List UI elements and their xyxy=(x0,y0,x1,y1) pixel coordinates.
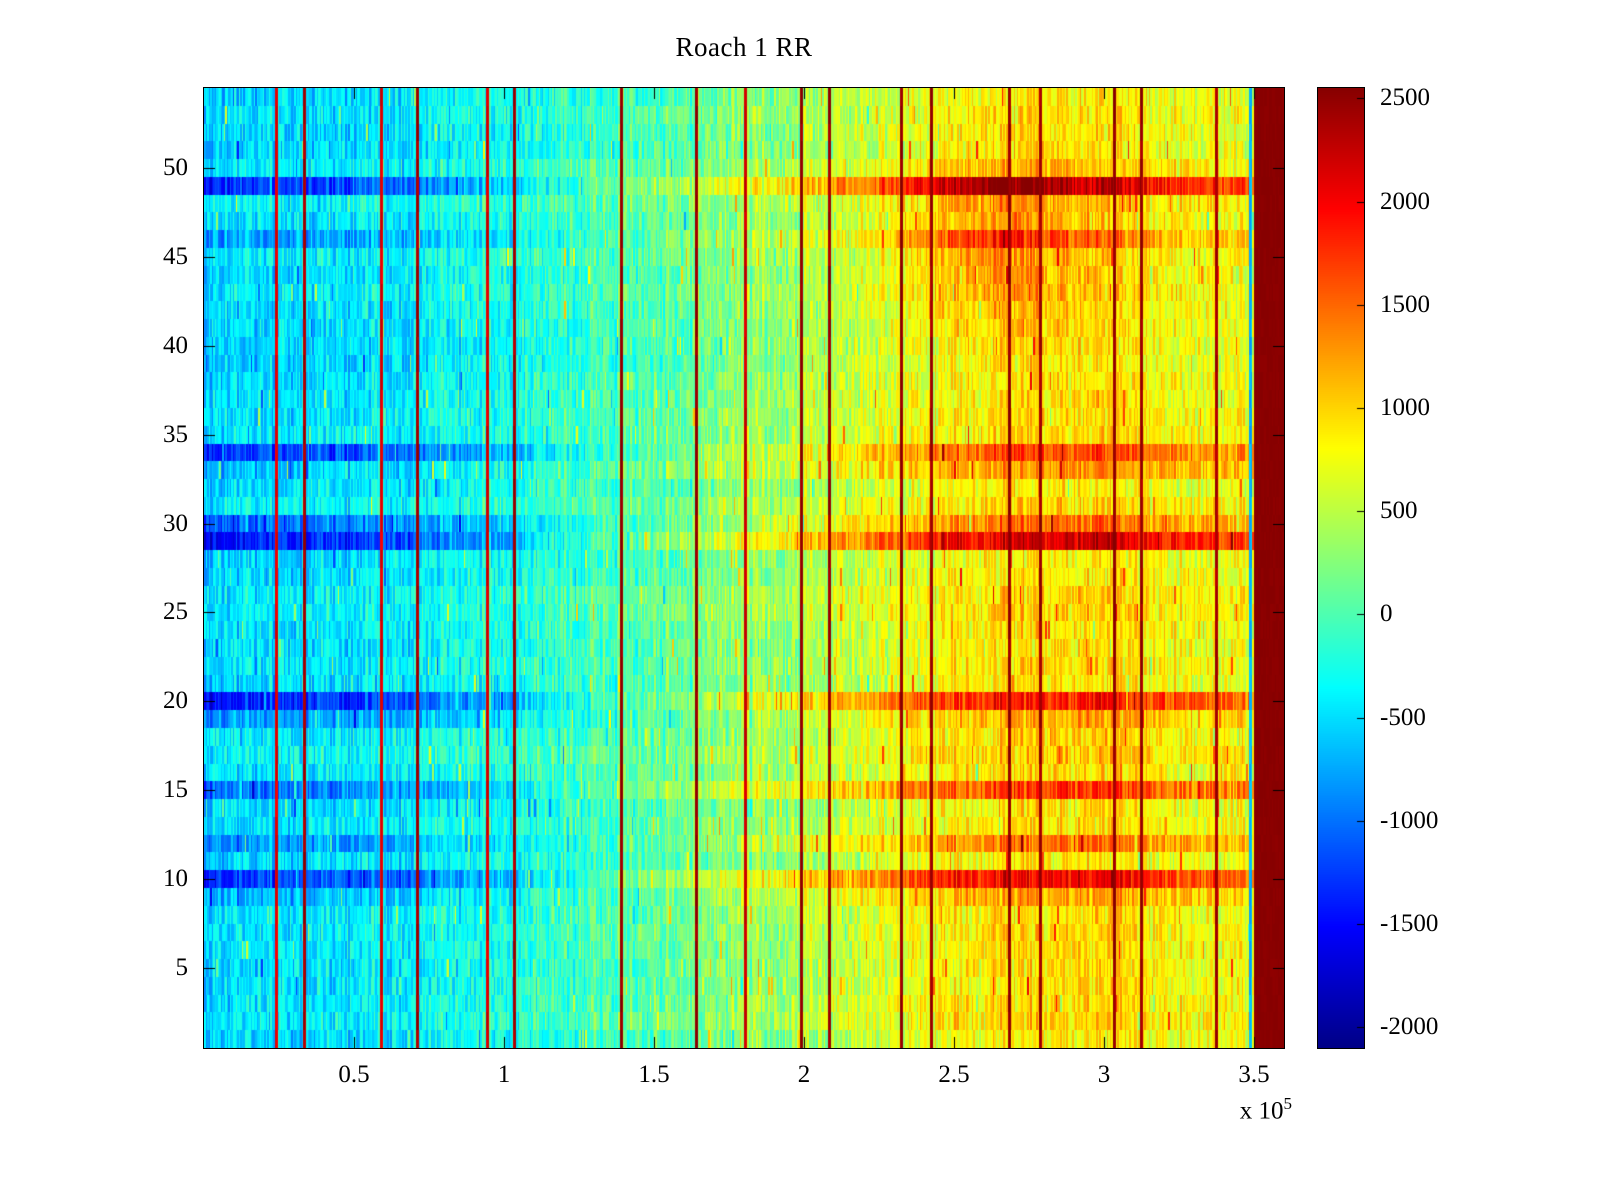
x-axis-tick-label: 2 xyxy=(797,1061,811,1088)
colorbar-tick-label: 500 xyxy=(1380,497,1418,525)
x-axis-tick-label: 3 xyxy=(1097,1061,1111,1088)
colorbar-tick-label: 2500 xyxy=(1380,84,1430,112)
colorbar-tick-label: -500 xyxy=(1380,703,1426,731)
x-axis-exponent-value: 5 xyxy=(1283,1094,1293,1113)
y-axis-tick-label: 10 xyxy=(163,865,188,893)
x-axis-tick-label: 0.5 xyxy=(338,1061,370,1088)
colorbar-tick-label: 0 xyxy=(1380,600,1393,628)
y-axis-tick-label: 20 xyxy=(163,687,188,715)
y-axis-tick-label: 30 xyxy=(163,509,188,537)
plot-title: Roach 1 RR xyxy=(675,32,813,62)
y-axis-tick-label: 15 xyxy=(163,776,188,804)
colorbar-tick-label: -2000 xyxy=(1380,1013,1439,1041)
colorbar-canvas xyxy=(1317,87,1365,1049)
colorbar-tick-label: 2000 xyxy=(1380,187,1430,215)
colorbar-tick-label: -1500 xyxy=(1380,910,1439,938)
y-axis-tick-label: 25 xyxy=(163,598,188,626)
x-axis-tick-label: 1 xyxy=(497,1061,511,1088)
y-axis-tick-label: 50 xyxy=(163,154,188,181)
y-axis-tick-label: 5 xyxy=(175,954,189,981)
y-axis-tick-label: 40 xyxy=(163,331,188,359)
y-axis-tick-label: 35 xyxy=(163,420,188,448)
colorbar-tick-label: 1000 xyxy=(1380,394,1430,421)
x-axis-exponent-label: x 105 xyxy=(1052,1094,1292,1125)
x-axis-exponent-prefix: x 10 xyxy=(1239,1097,1284,1125)
heatmap-canvas xyxy=(203,87,1285,1049)
colorbar-tick-label: 1500 xyxy=(1380,290,1430,318)
colorbar-tick-label: -1000 xyxy=(1380,806,1439,834)
x-axis-tick-label: 3.5 xyxy=(1238,1061,1270,1088)
x-axis-tick-label: 2.5 xyxy=(938,1061,970,1088)
x-axis-tick-label: 1.5 xyxy=(638,1061,670,1088)
y-axis-tick-label: 45 xyxy=(163,242,188,270)
